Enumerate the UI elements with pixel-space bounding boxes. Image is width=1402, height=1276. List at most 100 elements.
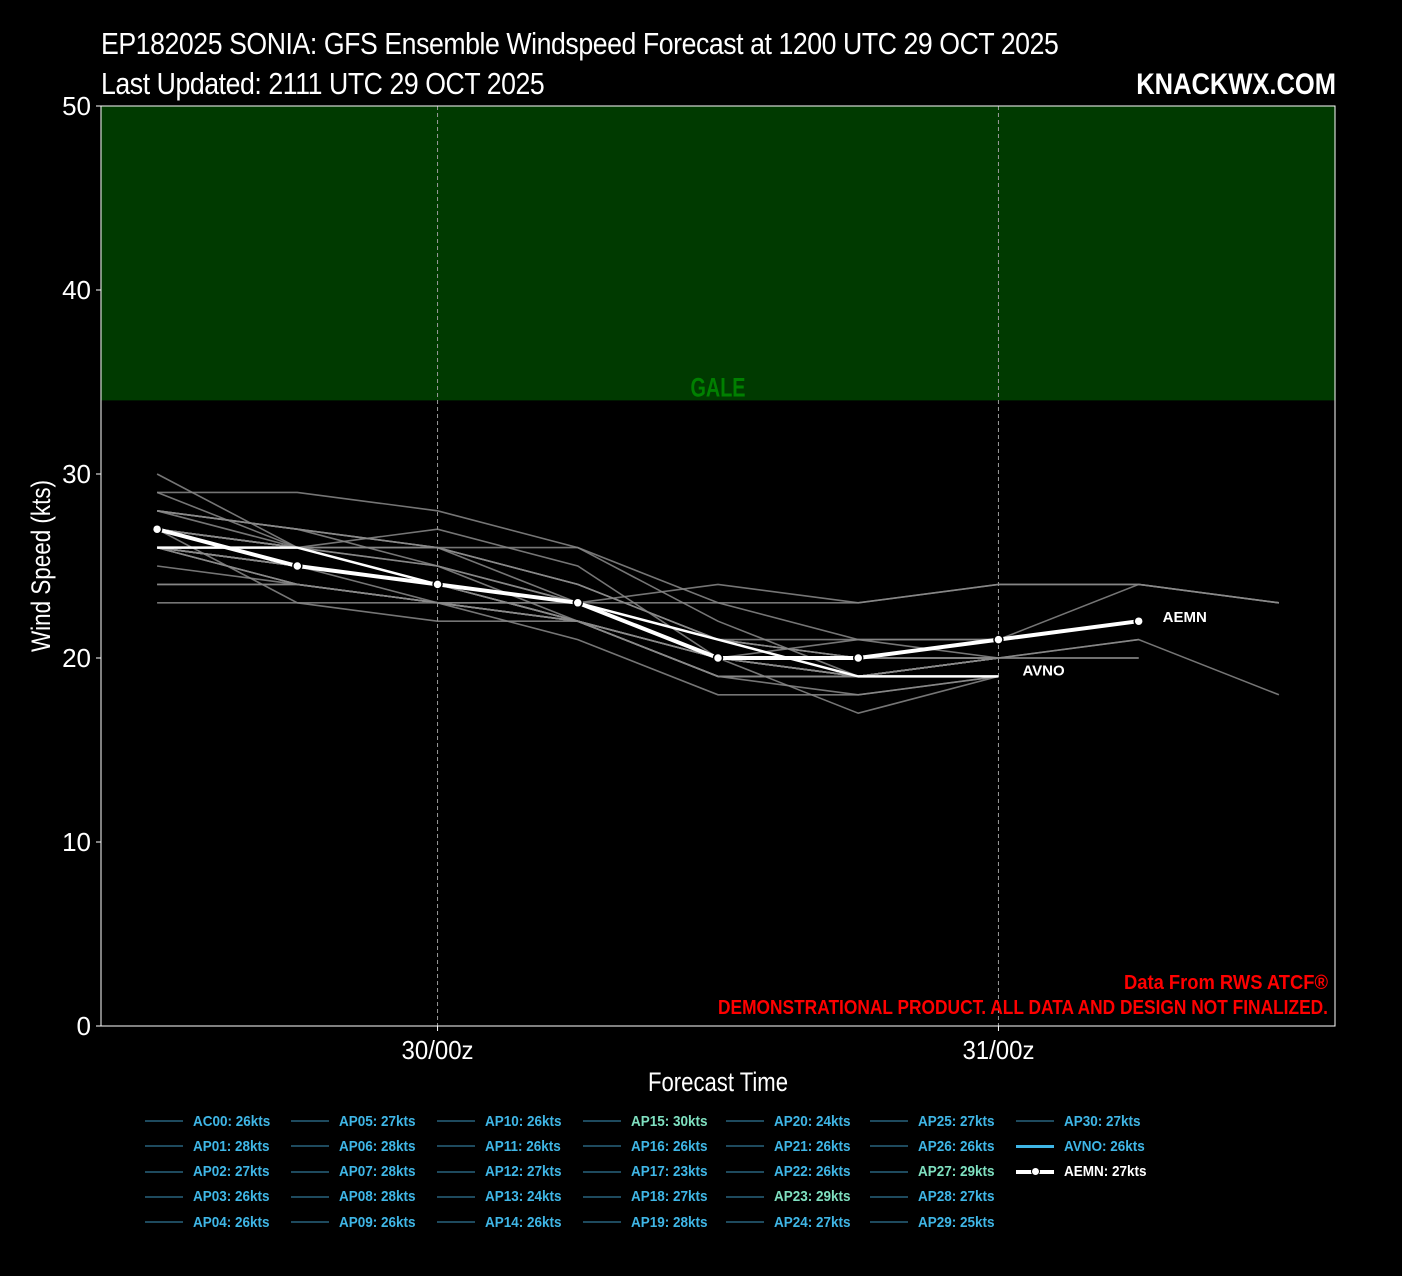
legend-label: AP15: 30kts — [631, 1112, 708, 1130]
legend-swatch — [583, 1120, 621, 1122]
legend-item: AP01: 28kts — [145, 1135, 278, 1157]
legend-item: AP11: 26kts — [437, 1135, 569, 1157]
legend-swatch — [870, 1195, 908, 1198]
legend-item: AP23: 29kts — [726, 1186, 859, 1208]
legend-item: AP28: 27kts — [870, 1186, 1003, 1208]
legend-label: AP16: 26kts — [631, 1137, 708, 1155]
y-tick-label: 40 — [62, 275, 91, 305]
legend-label: AVNO: 26kts — [1064, 1137, 1145, 1155]
series-point-aemn — [993, 634, 1004, 645]
legend-item: AC00: 26kts — [145, 1110, 279, 1132]
legend-item: AP22: 26kts — [726, 1161, 859, 1183]
series-end-label-aemn: AEMN — [1163, 609, 1207, 626]
legend-swatch — [437, 1120, 475, 1122]
legend-label: AP04: 26kts — [193, 1213, 270, 1231]
legend-item: AEMN: 27kts — [1016, 1161, 1156, 1183]
legend-swatch — [1016, 1144, 1054, 1148]
legend-label: AP05: 27kts — [339, 1112, 416, 1130]
legend-label: AP18: 27kts — [631, 1188, 708, 1206]
legend-swatch — [291, 1170, 329, 1173]
legend-swatch — [1016, 1120, 1054, 1122]
gale-band — [101, 106, 1335, 401]
legend-item: AP17: 23kts — [583, 1161, 716, 1183]
legend-label: AP07: 28kts — [339, 1163, 416, 1181]
legend-swatch — [145, 1120, 183, 1122]
legend-marker — [1031, 1166, 1040, 1176]
legend-swatch — [726, 1221, 764, 1224]
y-tick-label: 50 — [62, 91, 91, 121]
series-line-aemn — [156, 527, 1139, 660]
legend-label: AP19: 28kts — [631, 1213, 708, 1231]
legend-item: AP05: 27kts — [291, 1110, 424, 1132]
legend-swatch — [437, 1145, 475, 1148]
legend-swatch — [726, 1145, 764, 1148]
legend-item: AP18: 27kts — [583, 1186, 716, 1208]
legend-item: AP02: 27kts — [145, 1161, 278, 1183]
y-tick-label: 0 — [77, 1011, 91, 1041]
legend-item: AP09: 26kts — [291, 1211, 424, 1233]
legend-swatch — [583, 1195, 621, 1198]
legend-item: AP06: 28kts — [291, 1135, 424, 1157]
legend-item: AP14: 26kts — [437, 1211, 570, 1233]
legend-label: AP12: 27kts — [485, 1163, 562, 1181]
last-updated: Last Updated: 2111 UTC 29 OCT 2025 — [101, 66, 545, 101]
legend-item: AP16: 26kts — [583, 1135, 716, 1157]
legend-item: AP08: 28kts — [291, 1186, 424, 1208]
legend-item: AP15: 30kts — [583, 1110, 716, 1132]
legend-swatch — [145, 1170, 183, 1173]
y-tick-label: 30 — [62, 459, 91, 489]
series-point-aemn — [1133, 615, 1144, 627]
series-point-aemn — [292, 560, 303, 572]
legend-swatch — [726, 1195, 764, 1198]
legend-swatch — [870, 1145, 908, 1148]
legend-label: AP23: 29kts — [774, 1188, 851, 1206]
legend-item: AP25: 27kts — [870, 1110, 1003, 1132]
data-source-note: Data From RWS ATCF® — [1124, 972, 1328, 994]
brand-logo-text: KNACKWX.COM — [1136, 68, 1336, 101]
legend-item: AP26: 26kts — [870, 1135, 1003, 1157]
x-tick-label: 30/00z — [402, 1035, 474, 1065]
legend-label: AP06: 28kts — [339, 1137, 416, 1155]
legend-label: AP30: 27kts — [1064, 1112, 1141, 1130]
legend-swatch — [583, 1221, 621, 1224]
legend-label: AP20: 24kts — [774, 1112, 851, 1130]
legend-label: AP03: 26kts — [193, 1188, 270, 1206]
legend-swatch — [583, 1170, 621, 1173]
legend-label: AC00: 26kts — [193, 1112, 271, 1130]
series-end-label-avno: AVNO — [1022, 662, 1065, 679]
series-point-aemn — [852, 652, 864, 664]
disclaimer-note: DEMONSTRATIONAL PRODUCT. ALL DATA AND DE… — [718, 997, 1328, 1019]
chart-title: EP182025 SONIA: GFS Ensemble Windspeed F… — [101, 26, 1059, 61]
legend-swatch — [291, 1195, 329, 1198]
plot-border — [100, 105, 1336, 1027]
legend-swatch — [291, 1120, 329, 1122]
legend-swatch — [437, 1170, 475, 1173]
x-axis-label: Forecast Time — [648, 1067, 788, 1097]
legend-item: AP07: 28kts — [291, 1161, 424, 1183]
legend-label: AP29: 25kts — [918, 1213, 995, 1231]
legend-item: AP30: 27kts — [1016, 1110, 1149, 1132]
legend-label: AP13: 24kts — [485, 1188, 562, 1206]
legend-label: AP11: 26kts — [485, 1137, 561, 1155]
legend-label: AP25: 27kts — [918, 1112, 995, 1130]
legend-swatch — [437, 1221, 475, 1224]
legend-label: AP14: 26kts — [485, 1213, 562, 1231]
legend-label: AP27: 29kts — [918, 1163, 995, 1181]
legend-item: AVNO: 26kts — [1016, 1135, 1154, 1157]
legend-item: AP04: 26kts — [145, 1211, 278, 1233]
legend-item: AP13: 24kts — [437, 1186, 570, 1208]
legend-label: AP02: 27kts — [193, 1163, 270, 1181]
legend-item: AP21: 26kts — [726, 1135, 859, 1157]
legend-swatch — [291, 1221, 329, 1224]
legend-label: AP22: 26kts — [774, 1163, 851, 1181]
legend-item: AP03: 26kts — [145, 1186, 278, 1208]
legend-item: AP12: 27kts — [437, 1161, 570, 1183]
legend-swatch — [145, 1221, 183, 1224]
legend-label: AP10: 26kts — [485, 1112, 562, 1130]
legend-swatch — [291, 1145, 329, 1148]
legend-swatch — [437, 1195, 475, 1198]
legend-item: AP24: 27kts — [726, 1211, 859, 1233]
legend-swatch — [870, 1221, 908, 1224]
legend-swatch — [726, 1170, 764, 1173]
